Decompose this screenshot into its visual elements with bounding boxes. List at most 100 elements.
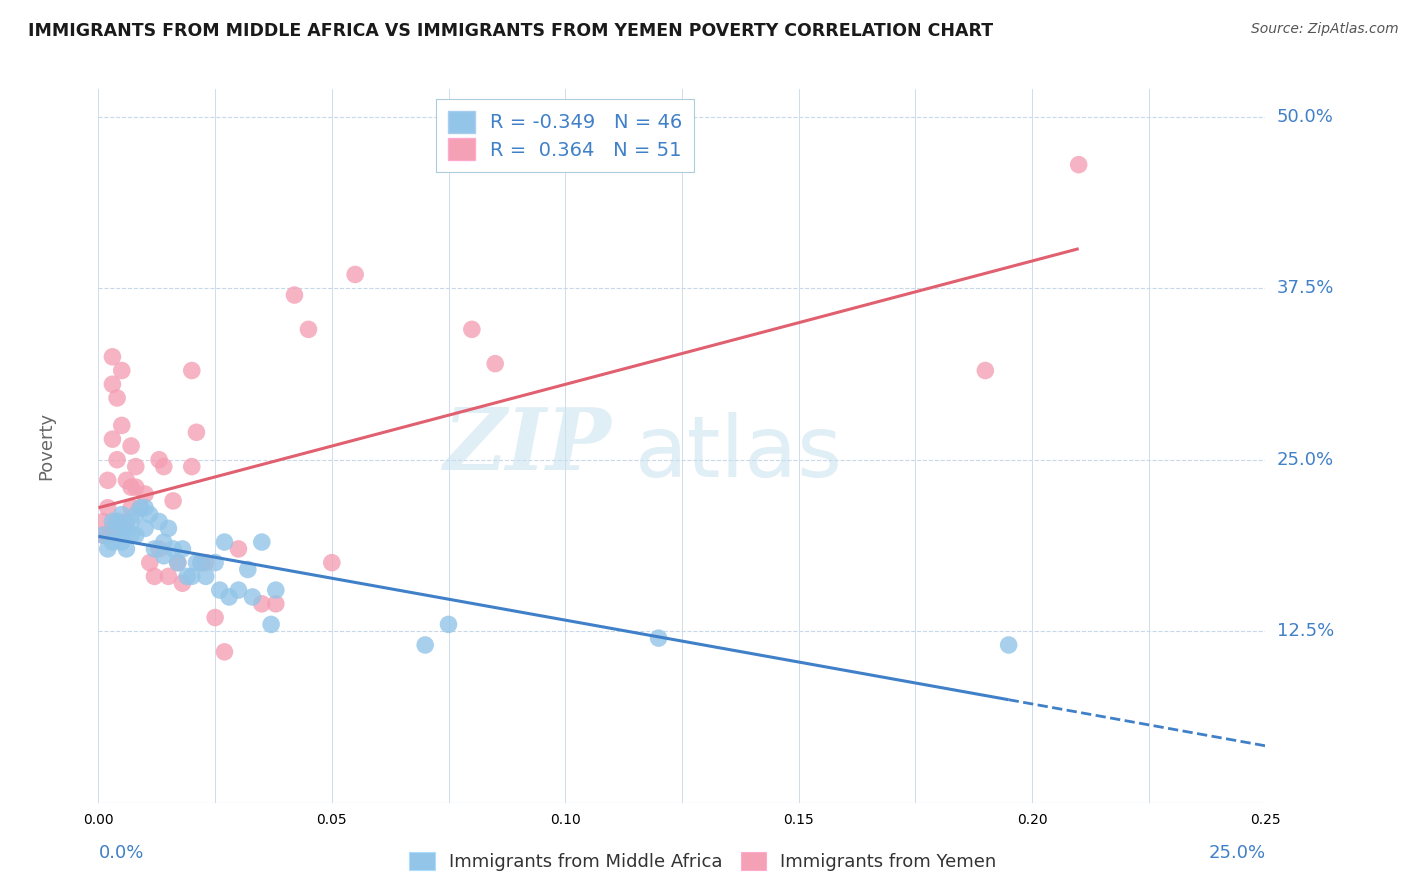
Text: 25.0%: 25.0%	[1277, 450, 1334, 468]
Point	[152, 535, 174, 549]
Point	[111, 535, 134, 549]
Text: 25.0%: 25.0%	[1208, 844, 1265, 862]
Point	[461, 322, 484, 336]
Text: IMMIGRANTS FROM MIDDLE AFRICA VS IMMIGRANTS FROM YEMEN POVERTY CORRELATION CHART: IMMIGRANTS FROM MIDDLE AFRICA VS IMMIGRA…	[28, 22, 993, 40]
Point	[115, 473, 138, 487]
Point	[120, 528, 142, 542]
Text: Poverty: Poverty	[37, 412, 55, 480]
Point	[180, 569, 202, 583]
Point	[214, 535, 236, 549]
Point	[204, 556, 226, 570]
Text: atlas: atlas	[636, 411, 844, 495]
Point	[97, 473, 120, 487]
Point	[190, 556, 212, 570]
Point	[120, 515, 142, 529]
Point	[172, 576, 194, 591]
Point	[166, 556, 188, 570]
Point	[148, 452, 170, 467]
Legend: Immigrants from Middle Africa, Immigrants from Yemen: Immigrants from Middle Africa, Immigrant…	[402, 845, 1004, 879]
Point	[105, 452, 128, 467]
Point	[134, 521, 156, 535]
Point	[236, 562, 259, 576]
Point	[101, 377, 124, 392]
Point	[157, 521, 180, 535]
Point	[186, 556, 208, 570]
Point	[111, 521, 134, 535]
Point	[250, 597, 273, 611]
Point	[974, 363, 997, 377]
Point	[97, 500, 120, 515]
Point	[228, 541, 250, 556]
Point	[139, 508, 162, 522]
Point	[101, 432, 124, 446]
Point	[101, 535, 124, 549]
Point	[437, 617, 460, 632]
Point	[111, 508, 134, 522]
Point	[91, 528, 114, 542]
Point	[115, 515, 138, 529]
Point	[101, 515, 124, 529]
Point	[91, 528, 114, 542]
Text: 0.0%: 0.0%	[98, 844, 143, 862]
Point	[111, 418, 134, 433]
Text: 37.5%: 37.5%	[1277, 279, 1334, 297]
Point	[214, 645, 236, 659]
Point	[152, 549, 174, 563]
Text: Source: ZipAtlas.com: Source: ZipAtlas.com	[1251, 22, 1399, 37]
Point	[91, 515, 114, 529]
Point	[157, 569, 180, 583]
Point	[115, 521, 138, 535]
Point	[186, 425, 208, 440]
Point	[264, 583, 287, 598]
Point	[152, 459, 174, 474]
Point	[162, 541, 184, 556]
Point	[194, 569, 217, 583]
Point	[190, 556, 212, 570]
Point	[166, 556, 188, 570]
Point	[484, 357, 506, 371]
Point	[101, 350, 124, 364]
Point	[129, 500, 152, 515]
Point	[997, 638, 1019, 652]
Point	[125, 459, 148, 474]
Point	[97, 541, 120, 556]
Point	[143, 541, 166, 556]
Point	[180, 459, 202, 474]
Point	[97, 528, 120, 542]
Point	[101, 521, 124, 535]
Point	[105, 515, 128, 529]
Text: ZIP: ZIP	[444, 404, 612, 488]
Point	[143, 569, 166, 583]
Point	[176, 569, 198, 583]
Point	[120, 500, 142, 515]
Text: 50.0%: 50.0%	[1277, 108, 1333, 126]
Legend: R = -0.349   N = 46, R =  0.364   N = 51: R = -0.349 N = 46, R = 0.364 N = 51	[436, 99, 695, 172]
Point	[134, 487, 156, 501]
Point	[125, 508, 148, 522]
Point	[194, 556, 217, 570]
Point	[120, 480, 142, 494]
Point	[250, 535, 273, 549]
Point	[647, 631, 669, 645]
Point	[413, 638, 436, 652]
Point	[204, 610, 226, 624]
Point	[344, 268, 367, 282]
Point	[242, 590, 264, 604]
Point	[120, 439, 142, 453]
Point	[129, 500, 152, 515]
Point	[264, 597, 287, 611]
Point	[228, 583, 250, 598]
Point	[260, 617, 283, 632]
Point	[105, 515, 128, 529]
Point	[321, 556, 343, 570]
Point	[139, 556, 162, 570]
Point	[111, 528, 134, 542]
Point	[148, 541, 170, 556]
Point	[208, 583, 231, 598]
Point	[134, 500, 156, 515]
Point	[105, 391, 128, 405]
Point	[162, 494, 184, 508]
Point	[115, 541, 138, 556]
Point	[1067, 158, 1090, 172]
Text: 12.5%: 12.5%	[1277, 623, 1334, 640]
